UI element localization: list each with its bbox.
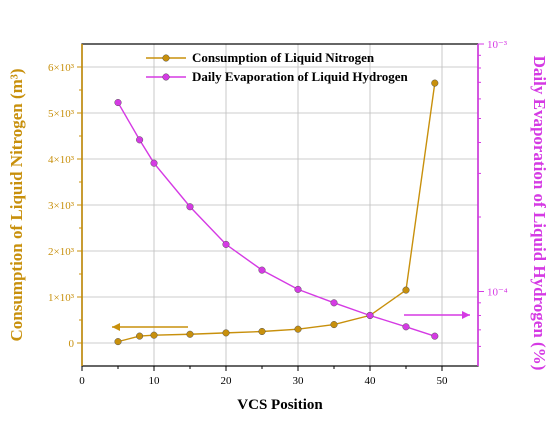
x-tick-label: 10 xyxy=(149,375,161,387)
data-point xyxy=(150,159,158,167)
data-point xyxy=(114,99,122,107)
series-line xyxy=(117,102,436,337)
legend-label: Daily Evaporation of Liquid Hydrogen xyxy=(192,69,409,84)
x-axis: 0 10 20 30 40 50 xyxy=(79,366,448,387)
grid-lines xyxy=(82,44,478,366)
data-point xyxy=(150,331,158,339)
data-point xyxy=(330,299,338,307)
right-tick-label: 10⁻⁴ xyxy=(487,286,508,298)
x-tick-label: 30 xyxy=(293,375,305,387)
left-y-axis: 0 1×10³ 2×10³ 3×10³ 4×10³ 5×10³ 6×10³ xyxy=(48,44,83,366)
left-tick-label: 2×10³ xyxy=(48,246,75,258)
x-tick-label: 20 xyxy=(221,375,233,387)
legend-marker xyxy=(162,73,170,81)
data-point xyxy=(114,338,122,346)
data-point xyxy=(186,330,194,338)
data-point xyxy=(366,311,374,320)
right-y-axis-title: Daily Evaporation of Liquid Hydrogen (%) xyxy=(530,56,549,371)
right-y-axis: 10⁻⁴ 10⁻³ xyxy=(477,39,508,366)
direction-arrows xyxy=(112,311,470,331)
series-line xyxy=(117,83,436,343)
legend-label: Consumption of Liquid Nitrogen xyxy=(192,50,375,65)
right-tick-label: 10⁻³ xyxy=(487,39,508,51)
x-tick-label: 0 xyxy=(79,375,85,387)
x-tick-label: 40 xyxy=(365,375,377,387)
data-point xyxy=(222,240,230,248)
left-tick-label: 3×10³ xyxy=(48,200,75,212)
left-tick-label: 6×10³ xyxy=(48,62,75,74)
x-tick-label: 50 xyxy=(437,375,449,387)
data-point xyxy=(136,136,144,144)
data-point xyxy=(330,321,338,329)
left-tick-label: 4×10³ xyxy=(48,154,75,166)
legend-marker xyxy=(162,54,170,62)
left-tick-label: 0 xyxy=(69,338,75,350)
series-layer xyxy=(114,79,439,346)
data-point xyxy=(402,286,410,294)
hydrogen-series xyxy=(114,99,439,340)
legend: Consumption of Liquid Nitrogen Daily Evap… xyxy=(146,50,409,84)
x-axis-title: VCS Position xyxy=(237,397,323,413)
data-point xyxy=(431,79,439,87)
data-point xyxy=(258,327,266,336)
data-point xyxy=(294,325,302,333)
data-point xyxy=(136,332,144,340)
data-point xyxy=(431,332,439,340)
data-point xyxy=(402,323,410,331)
nitrogen-series xyxy=(114,79,439,346)
arrow-head xyxy=(112,323,120,331)
data-point xyxy=(294,285,302,293)
arrow-head xyxy=(462,311,470,319)
data-point xyxy=(222,329,230,337)
left-tick-label: 5×10³ xyxy=(48,108,75,120)
data-point xyxy=(258,266,266,274)
left-y-axis-title: Consumption of Liquid Nitrogen (m³) xyxy=(7,68,26,341)
data-point xyxy=(186,203,194,211)
left-tick-label: 1×10³ xyxy=(48,292,75,304)
